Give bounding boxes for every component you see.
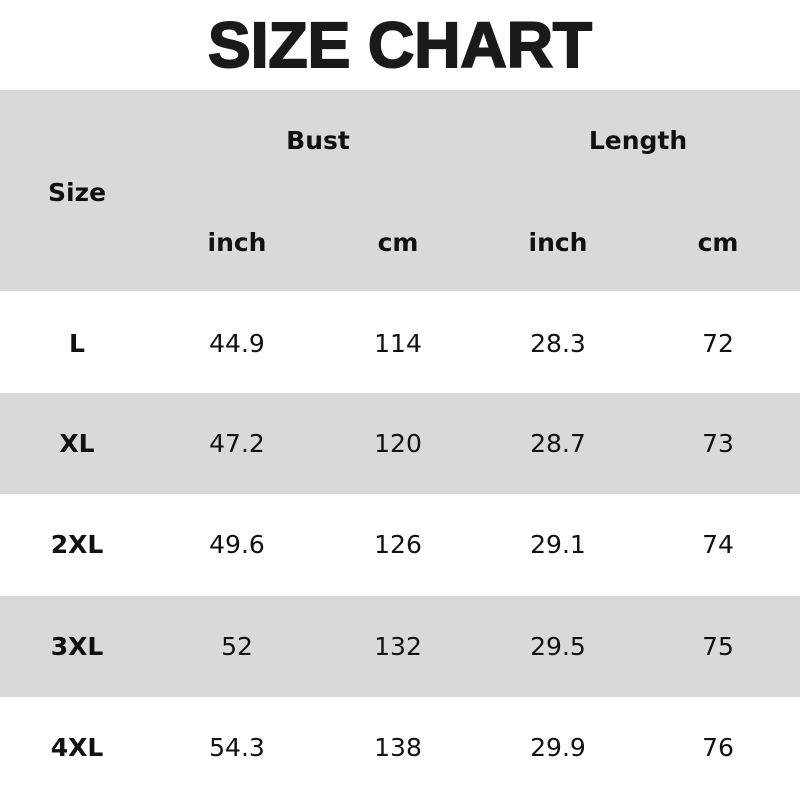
- cell-length-inch: 28.7: [530, 429, 586, 458]
- table-row: 3XL 52 132 29.5 75: [0, 596, 800, 697]
- header-length-cm: cm: [697, 228, 739, 257]
- cell-length-inch: 29.9: [530, 733, 586, 762]
- cell-size: L: [69, 329, 85, 358]
- header-bust: Bust: [286, 126, 350, 155]
- table-header: Size Bust Length inch cm inch cm: [0, 90, 800, 291]
- cell-length-inch: 29.5: [530, 632, 586, 661]
- header-bust-inch: inch: [207, 228, 267, 257]
- cell-size: 2XL: [50, 530, 104, 559]
- cell-length-cm: 73: [702, 429, 734, 458]
- cell-bust-cm: 114: [374, 329, 422, 358]
- cell-length-cm: 75: [702, 632, 734, 661]
- header-bust-cm: cm: [377, 228, 419, 257]
- cell-length-cm: 76: [702, 733, 734, 762]
- cell-length-inch: 28.3: [530, 329, 586, 358]
- header-length-inch: inch: [528, 228, 588, 257]
- page-title: SIZE CHART: [207, 8, 593, 82]
- cell-bust-inch: 49.6: [209, 530, 265, 559]
- table-row: 2XL 49.6 126 29.1 74: [0, 494, 800, 595]
- cell-bust-cm: 132: [374, 632, 422, 661]
- header-size: Size: [47, 178, 107, 207]
- cell-bust-inch: 54.3: [209, 733, 265, 762]
- cell-bust-inch: 44.9: [209, 329, 265, 358]
- cell-bust-inch: 47.2: [209, 429, 265, 458]
- cell-size: 4XL: [50, 733, 104, 762]
- cell-size: XL: [59, 429, 95, 458]
- cell-length-inch: 29.1: [530, 530, 586, 559]
- table-row: XL 47.2 120 28.7 73: [0, 393, 800, 494]
- cell-bust-inch: 52: [221, 632, 253, 661]
- cell-size: 3XL: [50, 632, 104, 661]
- cell-length-cm: 74: [702, 530, 734, 559]
- cell-bust-cm: 126: [374, 530, 422, 559]
- cell-length-cm: 72: [702, 329, 734, 358]
- table-row: 4XL 54.3 138 29.9 76: [0, 697, 800, 798]
- table-row: L 44.9 114 28.3 72: [0, 293, 800, 394]
- header-length: Length: [588, 126, 688, 155]
- cell-bust-cm: 120: [374, 429, 422, 458]
- cell-bust-cm: 138: [374, 733, 422, 762]
